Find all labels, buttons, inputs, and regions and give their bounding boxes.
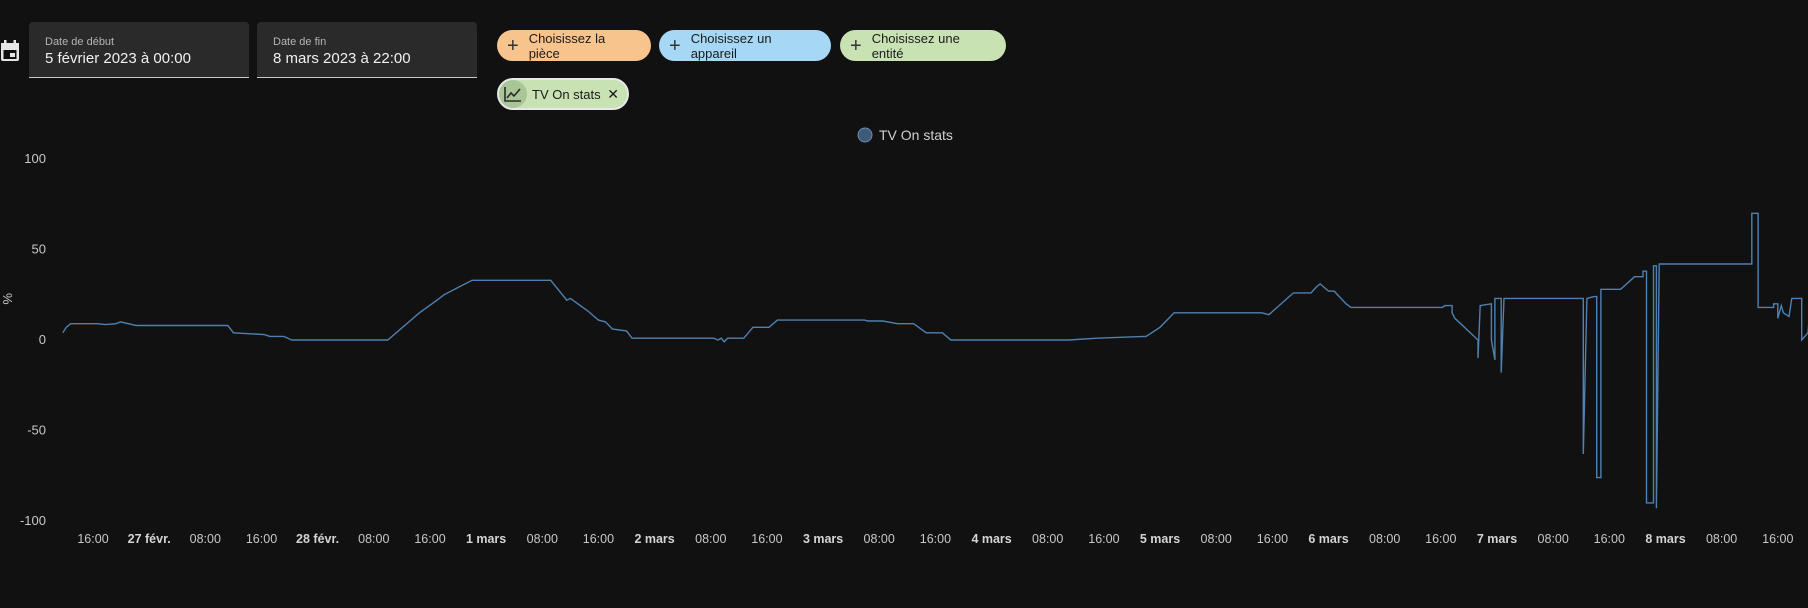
choose-area-button[interactable]: + Choisissez la pièce <box>497 30 651 61</box>
start-date-value: 5 février 2023 à 00:00 <box>45 50 191 67</box>
x-tick-label: 28 févr. <box>296 532 339 546</box>
plus-icon: + <box>850 34 862 57</box>
choose-device-label: Choisissez un appareil <box>690 30 772 61</box>
x-axis: 16:00 27 févr. 08:00 16:00 28 févr. 08:00 16:0… <box>77 532 1793 546</box>
y-tick-label: -100 <box>20 513 46 528</box>
x-tick-label: 16:00 <box>1425 532 1456 546</box>
series-line-tv-on-stats <box>62 212 1808 509</box>
x-tick-label: 08:00 <box>864 532 895 546</box>
y-tick-label: 50 <box>32 242 46 257</box>
x-tick-label: 08:00 <box>1201 532 1232 546</box>
y-tick-label: 100 <box>24 151 46 166</box>
x-tick-label: 27 févr. <box>128 532 171 546</box>
x-tick-label: 08:00 <box>1369 532 1400 546</box>
calendar-icon[interactable] <box>0 40 20 62</box>
y-tick-label: 0 <box>39 332 46 347</box>
x-tick-label: 08:00 <box>1706 532 1737 546</box>
x-tick-label: 16:00 <box>246 532 277 546</box>
y-axis-label: % <box>0 293 15 305</box>
y-tick-label: -50 <box>27 423 46 438</box>
end-date-field[interactable]: Date de fin 8 mars 2023 à 22:00 <box>257 22 477 78</box>
chart-line-icon <box>499 80 527 108</box>
x-tick-label: 16:00 <box>1257 532 1288 546</box>
start-date-field[interactable]: Date de début 5 février 2023 à 00:00 <box>29 22 249 78</box>
history-chart: TV On stats 100 50 0 -50 -100 % 16:00 27 févr… <box>0 127 1808 546</box>
choose-entity-label: Choisissez une entité <box>871 30 960 61</box>
x-tick-label: 08:00 <box>1032 532 1063 546</box>
selected-entity-label: TV On stats <box>532 86 601 102</box>
selected-entity-chip[interactable]: TV On stats ✕ <box>497 78 629 110</box>
x-tick-label: 16:00 <box>1088 532 1119 546</box>
x-tick-label: 08:00 <box>190 532 221 546</box>
plus-icon: + <box>669 34 681 57</box>
x-tick-label: 4 mars <box>971 532 1011 546</box>
y-axis: 100 50 0 -50 -100 <box>20 151 46 528</box>
chart-legend[interactable]: TV On stats <box>857 127 953 143</box>
x-tick-label: 08:00 <box>1538 532 1569 546</box>
plus-icon: + <box>507 34 519 57</box>
x-tick-label: 16:00 <box>1762 532 1793 546</box>
close-icon[interactable]: ✕ <box>607 85 619 102</box>
choose-entity-button[interactable]: + Choisissez une entité <box>840 30 1006 61</box>
x-tick-label: 2 mars <box>634 532 674 546</box>
x-tick-label: 1 mars <box>466 532 506 546</box>
choose-device-button[interactable]: + Choisissez un appareil <box>659 30 831 61</box>
end-date-label: Date de fin <box>273 36 327 48</box>
x-tick-label: 5 mars <box>1140 532 1180 546</box>
x-tick-label: 3 mars <box>803 532 843 546</box>
x-tick-label: 16:00 <box>77 532 108 546</box>
legend-marker <box>857 127 873 143</box>
x-tick-label: 16:00 <box>583 532 614 546</box>
legend-label: TV On stats <box>879 127 953 143</box>
x-tick-label: 16:00 <box>920 532 951 546</box>
x-tick-label: 7 mars <box>1477 532 1517 546</box>
x-tick-label: 8 mars <box>1645 532 1685 546</box>
x-tick-label: 08:00 <box>358 532 389 546</box>
start-date-label: Date de début <box>45 36 115 48</box>
x-tick-label: 16:00 <box>751 532 782 546</box>
x-tick-label: 16:00 <box>1594 532 1625 546</box>
end-date-value: 8 mars 2023 à 22:00 <box>273 50 411 67</box>
x-tick-label: 6 mars <box>1308 532 1348 546</box>
x-tick-label: 08:00 <box>527 532 558 546</box>
x-tick-label: 16:00 <box>414 532 445 546</box>
x-tick-label: 08:00 <box>695 532 726 546</box>
choose-area-label: Choisissez la pièce <box>528 30 606 61</box>
